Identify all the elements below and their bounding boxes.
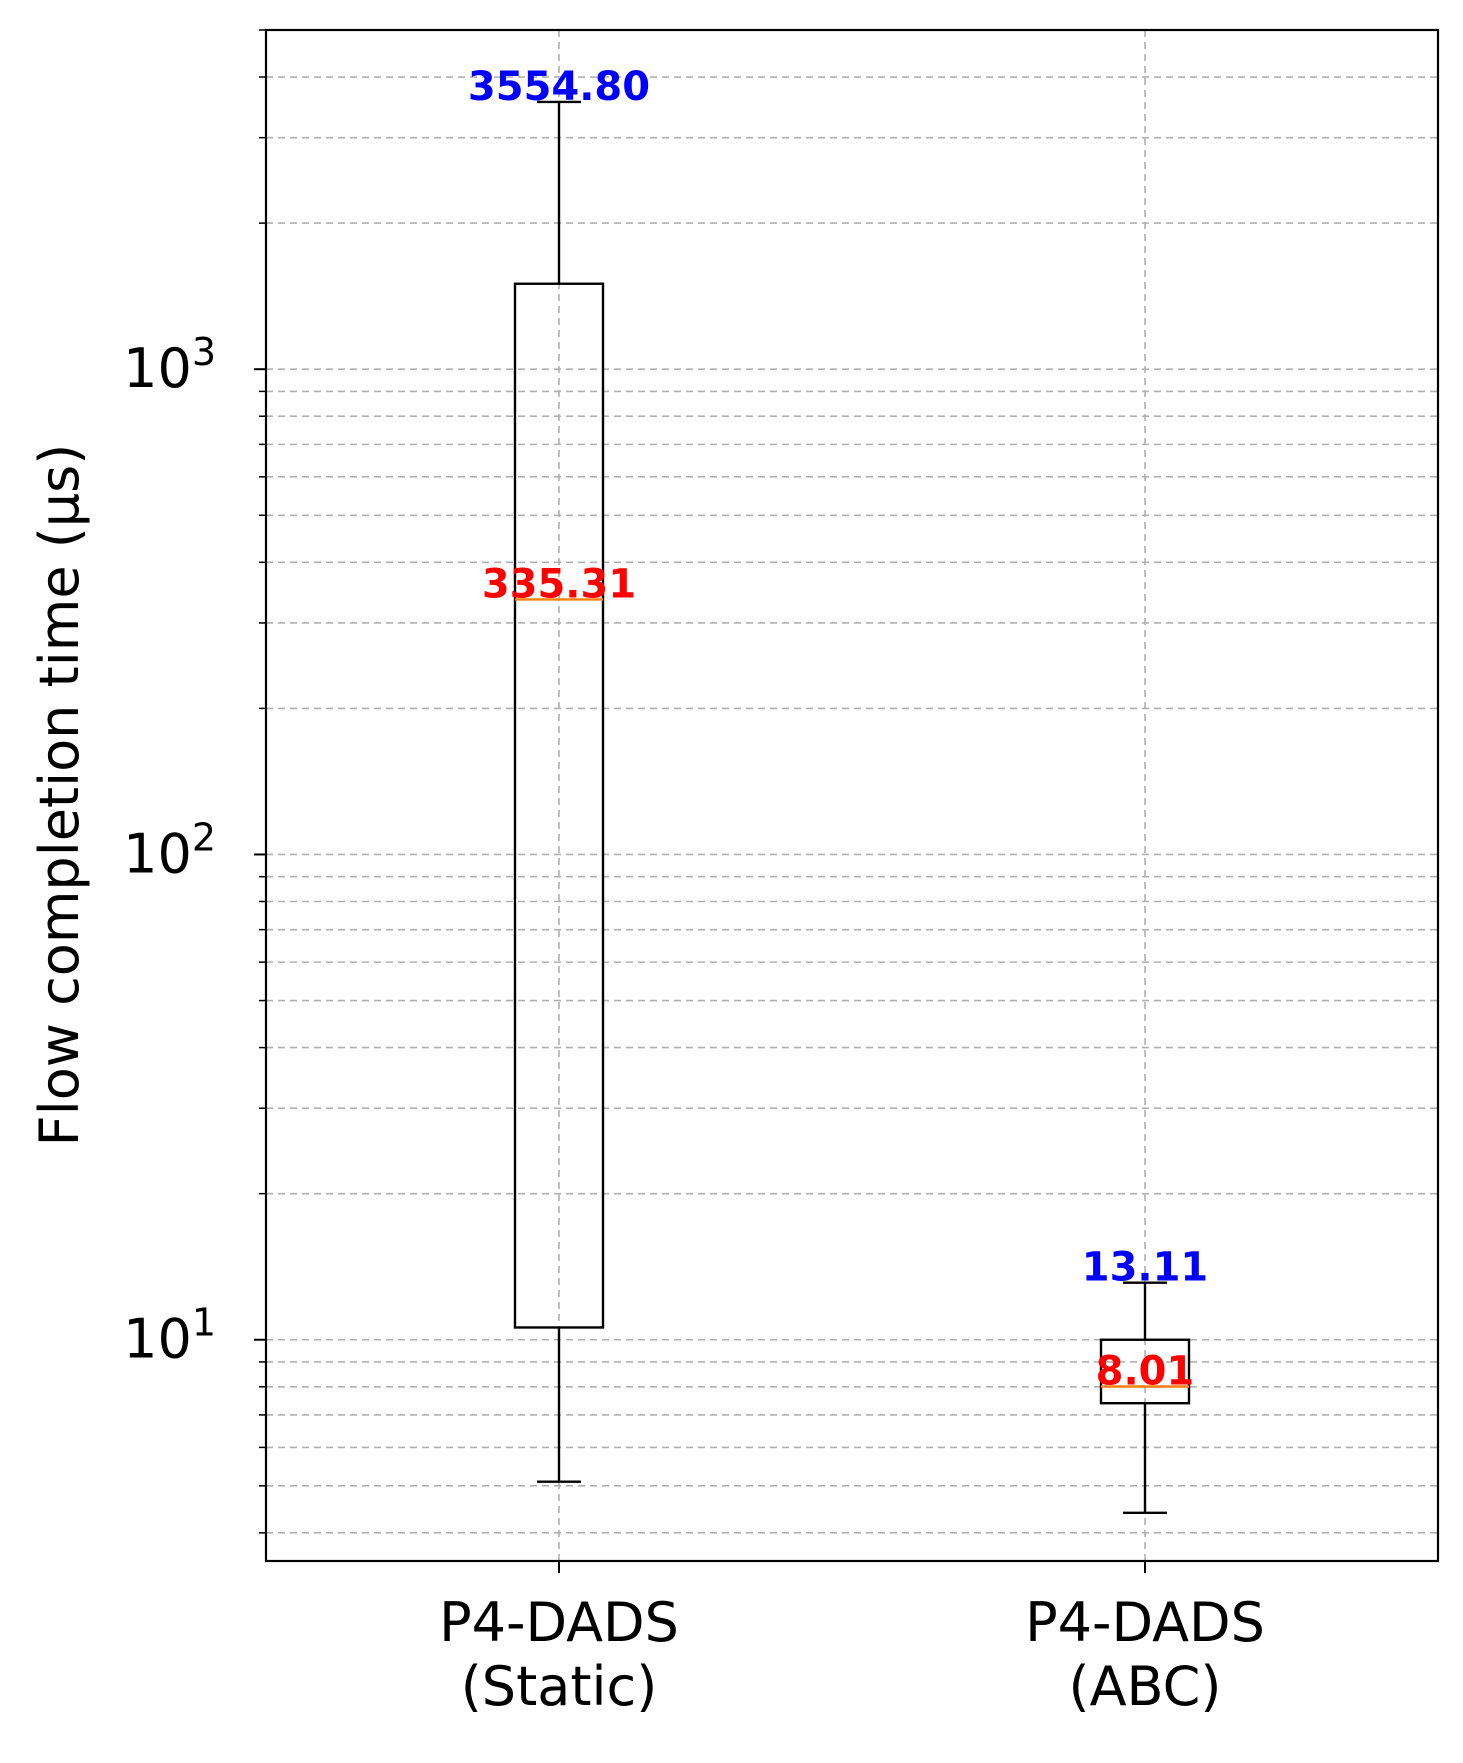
plot-frame [264, 28, 1440, 1563]
max-label: 3554.80 [468, 64, 650, 110]
median-label: 335.31 [482, 561, 636, 607]
max-label: 13.11 [1082, 1245, 1209, 1291]
x-tick-label: (ABC) [1069, 1655, 1222, 1718]
box [513, 282, 605, 1329]
y-tick-label: 101 [123, 1301, 216, 1371]
y-axis-title: Flow completion time (µs) [28, 444, 91, 1147]
annotations: P4-DADS(Static)P4-DADS(ABC)335.313554.80… [439, 64, 1265, 1718]
x-tick-label: (Static) [461, 1655, 658, 1718]
x-tick-label: P4-DADS [1025, 1591, 1265, 1654]
median-label: 8.01 [1096, 1349, 1195, 1395]
axis-ticks: 101 102 103 [123, 29, 1146, 1573]
y-tick-label: 103 [123, 330, 216, 400]
y-tick-label: 102 [123, 815, 216, 885]
box [1099, 1338, 1191, 1405]
box-series [513, 100, 1191, 1514]
x-tick-label: P4-DADS [439, 1591, 679, 1654]
grid-lines [266, 29, 1438, 1561]
